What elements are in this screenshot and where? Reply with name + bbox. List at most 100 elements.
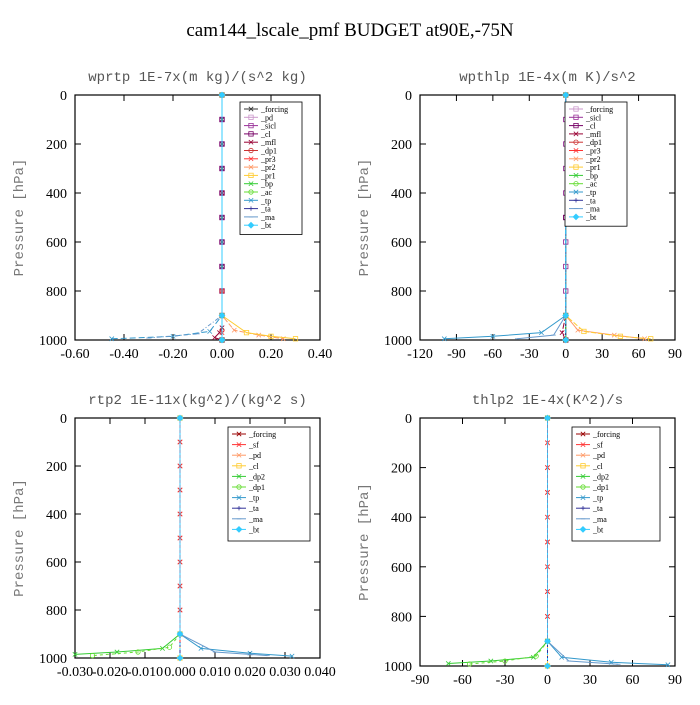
legend-entry: _pd <box>232 451 261 460</box>
legend-label: _ma <box>260 213 275 222</box>
data-point <box>490 333 496 339</box>
data-point <box>530 654 536 660</box>
legend-entry: _ma <box>569 205 600 214</box>
legend: _forcing _sf_pd _cl_dp2 _dp1 _tp_ta _ma_bt <box>571 426 661 542</box>
data-point <box>160 645 165 651</box>
legend-label: _bt <box>248 525 260 534</box>
data-point <box>236 473 242 479</box>
data-point <box>580 431 586 437</box>
legend-label: _bp <box>585 171 598 180</box>
data-point <box>544 662 551 670</box>
x-tick-label: 60 <box>632 347 646 362</box>
legend-entry: _ma <box>576 515 607 524</box>
data-point <box>72 651 78 657</box>
legend-entry: _forcing <box>569 105 613 114</box>
y-axis-label: Pressure [hPa] <box>357 483 373 601</box>
legend-entry: _ta <box>232 504 259 513</box>
series-line <box>74 418 181 655</box>
legend-entry: _mfl <box>244 138 277 147</box>
y-tick-label: 600 <box>391 236 412 251</box>
y-tick-label: 600 <box>46 236 67 251</box>
data-point <box>580 495 586 501</box>
legend-label: _tp <box>248 494 259 503</box>
y-axis-label: Pressure [hPa] <box>12 159 28 277</box>
legend-label: _sf <box>248 441 259 450</box>
x-tick-label: 90 <box>668 347 682 362</box>
y-tick-label: 400 <box>46 508 67 523</box>
legend-label: _pr3 <box>585 147 601 156</box>
x-tick-label: 60 <box>626 673 640 688</box>
data-point <box>538 330 544 336</box>
legend-label: _forcing <box>248 430 276 439</box>
series-bt <box>544 414 551 670</box>
y-tick-label: 400 <box>391 511 412 526</box>
legend-label: _ta <box>248 504 259 513</box>
legend-entry: _ma <box>232 515 263 524</box>
legend-box <box>227 426 311 542</box>
legend: _forcing _sf_pd _cl_dp2 _dp1 _tp_ta _ma_bt <box>227 426 311 542</box>
legend-label: _dp2 <box>248 472 265 481</box>
legend-entry: _dp1 <box>569 138 602 147</box>
series-dp2 <box>445 415 550 667</box>
plot-frame <box>74 417 321 659</box>
data-point <box>218 336 226 344</box>
series-tp <box>109 92 225 342</box>
y-tick-label: 800 <box>391 285 412 300</box>
data-point <box>236 431 242 437</box>
y-tick-label: 0 <box>405 89 412 104</box>
data-point <box>580 506 586 511</box>
series-tp <box>441 92 569 342</box>
legend-entry: _pr2 <box>569 155 601 164</box>
x-tick-label: 0 <box>562 347 569 362</box>
series-line <box>448 418 548 664</box>
legend-label: _tp <box>592 494 603 503</box>
legend-label: _dp1 <box>260 147 277 156</box>
y-axis-label: Pressure [hPa] <box>357 159 373 277</box>
legend-entry: _cl <box>232 462 260 471</box>
data-point <box>212 335 218 341</box>
y-tick-label: 0 <box>60 412 67 427</box>
y-tick-label: 800 <box>391 610 412 625</box>
legend-label: _tp <box>260 196 271 205</box>
data-point <box>248 164 254 170</box>
y-tick-label: 0 <box>405 412 412 427</box>
legend-entry: _forcing <box>576 430 620 439</box>
legend-entry: _tp <box>569 188 596 197</box>
legend-entry: _mfl <box>569 130 602 139</box>
legend-entry: _ac <box>244 188 273 197</box>
legend-label: _pd <box>592 451 605 460</box>
series-ma <box>514 94 568 340</box>
legend-entry: _dp1 <box>232 483 265 492</box>
y-tick-label: 600 <box>391 561 412 576</box>
data-point <box>533 653 539 659</box>
legend-label: _mfl <box>585 130 602 139</box>
panel-title: thlp2 1E-4x(K^2)/s <box>472 393 623 409</box>
data-point <box>573 164 579 170</box>
legend-box <box>564 101 628 227</box>
legend-label: _bp <box>260 180 273 189</box>
plot-frame <box>74 94 321 341</box>
legend-entry: _pr1 <box>569 163 601 172</box>
series-dp2 <box>72 415 183 657</box>
x-tick-label: -120 <box>407 347 433 362</box>
data-point <box>292 336 299 342</box>
data-point <box>235 525 243 533</box>
data-point <box>248 139 254 145</box>
data-point <box>135 649 141 655</box>
legend-label: _ma <box>248 515 263 524</box>
data-point <box>573 106 579 112</box>
series-bt <box>218 91 226 344</box>
panel-title: rtp2 1E-11x(kg^2)/(kg^2 s) <box>88 393 306 409</box>
data-point <box>544 414 551 422</box>
data-point <box>218 91 226 99</box>
data-point <box>109 336 115 342</box>
legend-entry: _dp1 <box>244 147 277 156</box>
y-tick-label: 200 <box>46 460 67 475</box>
data-point <box>217 330 223 336</box>
x-tick-label: -90 <box>411 673 430 688</box>
x-tick-label: 0.000 <box>164 665 196 680</box>
data-point <box>573 123 579 129</box>
data-point <box>248 197 254 203</box>
x-tick-label: 0.040 <box>304 665 336 680</box>
